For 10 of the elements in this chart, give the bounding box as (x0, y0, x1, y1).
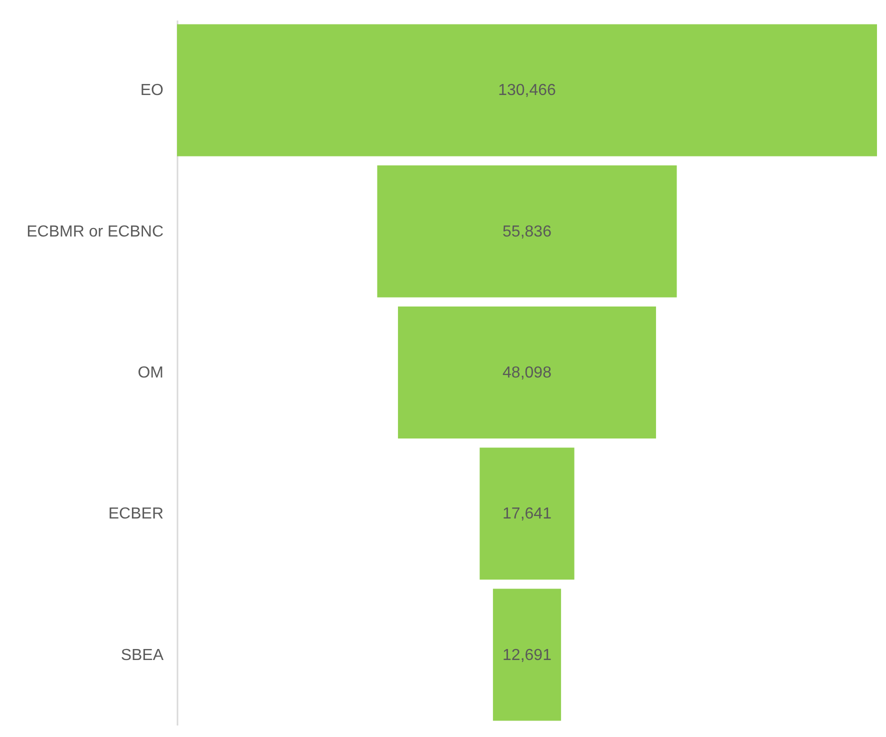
category-label: SBEA (120, 646, 164, 664)
category-label: ECBMR or ECBNC (26, 223, 164, 240)
category-label: OM (138, 364, 164, 382)
category-label: ECBER (108, 506, 164, 523)
data-label: 48,098 (502, 364, 552, 382)
data-label: 17,641 (502, 506, 552, 523)
data-label: 12,691 (502, 646, 552, 664)
category-label: EO (140, 82, 164, 100)
data-label: 55,836 (502, 223, 552, 240)
data-label: 130,466 (498, 82, 556, 100)
